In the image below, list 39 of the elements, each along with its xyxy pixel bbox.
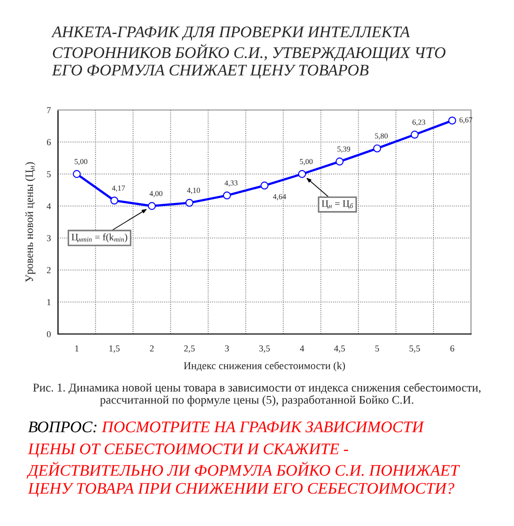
point — [410, 130, 419, 139]
x-tick-label: 3,5 — [259, 345, 270, 353]
x-tick-label: 4,5 — [334, 345, 345, 353]
point — [72, 170, 81, 178]
point — [148, 202, 156, 210]
point — [260, 182, 268, 190]
y-tick-label: 6 — [46, 139, 51, 146]
text: Рис. 1. Динамика новой цены товара в зависимости от индекса снижения себестоимости, рассчитанной по формуле цены (5), разработанной Бойко С.И. — [33, 383, 480, 406]
y-tick-label: 2 — [46, 267, 51, 274]
y-axis-title: Уровень новой цены (Ц$_{н}$) — [25, 162, 36, 282]
x-tick-label: 1 — [75, 345, 78, 352]
text: ЦЕНЫ ОТ СЕБЕСТОИМОСТИ И СКАЖИТЕ - ДЕЙСТВИТЕЛЬНО ЛИ ФОРМУЛА БОЙКО С.И. ПОНИЖАЕТ ЦЕНУ ТОВАРА ПРИ СНИЖЕНИИ ЕГО СЕБЕСТОИМОСТИ? — [26, 444, 460, 497]
text: ПОСМОТРИТЕ НА ГРАФИК ЗАВИСИМОСТИ — [102, 422, 424, 432]
point — [298, 170, 306, 178]
point — [373, 144, 382, 152]
y-tick-label: 0 — [46, 331, 51, 338]
annotation: Ц$_{н}$ = Ц$_{б}$ — [322, 200, 354, 209]
x-tick-label: 4 — [300, 345, 304, 352]
point — [448, 116, 456, 125]
annotation: Ц$_{нmin}$ = f(k$_{min}$) — [72, 233, 128, 242]
point — [110, 196, 118, 205]
x-tick-label: 5,5 — [410, 345, 420, 353]
point — [185, 198, 194, 207]
x-tick-label: 3 — [225, 345, 229, 352]
x-tick-label: 5 — [375, 345, 380, 352]
y-tick-label: 7 — [47, 107, 51, 114]
point — [336, 158, 344, 166]
y-tick-label: 5 — [47, 171, 51, 178]
x-axis-title: Индекс снижения себестоимости (k) — [184, 362, 345, 372]
x-tick-label: 1,5 — [109, 345, 120, 353]
text: ВОПРОС: — [28, 422, 96, 432]
x-tick-label: 6 — [450, 345, 454, 352]
y-tick-label: 3 — [46, 235, 51, 242]
x-tick-label: 2,5 — [184, 345, 195, 353]
point — [222, 191, 231, 200]
y-tick-label: 4 — [46, 203, 51, 210]
y-tick-label: 1 — [47, 299, 51, 306]
chart-title: АНКЕТА-ГРАФИК ДЛЯ ПРОВЕРКИ ИНТЕЛЛЕКТА СТОРОННИКОВ БОЙКО С.И., УТВЕРЖДАЮЩИХ ЧТО ЕГО ФОРМУЛА СНИЖАЕТ ЦЕНУ ТОВАРОВ — [51, 26, 446, 79]
x-tick-label: 2 — [150, 345, 154, 352]
